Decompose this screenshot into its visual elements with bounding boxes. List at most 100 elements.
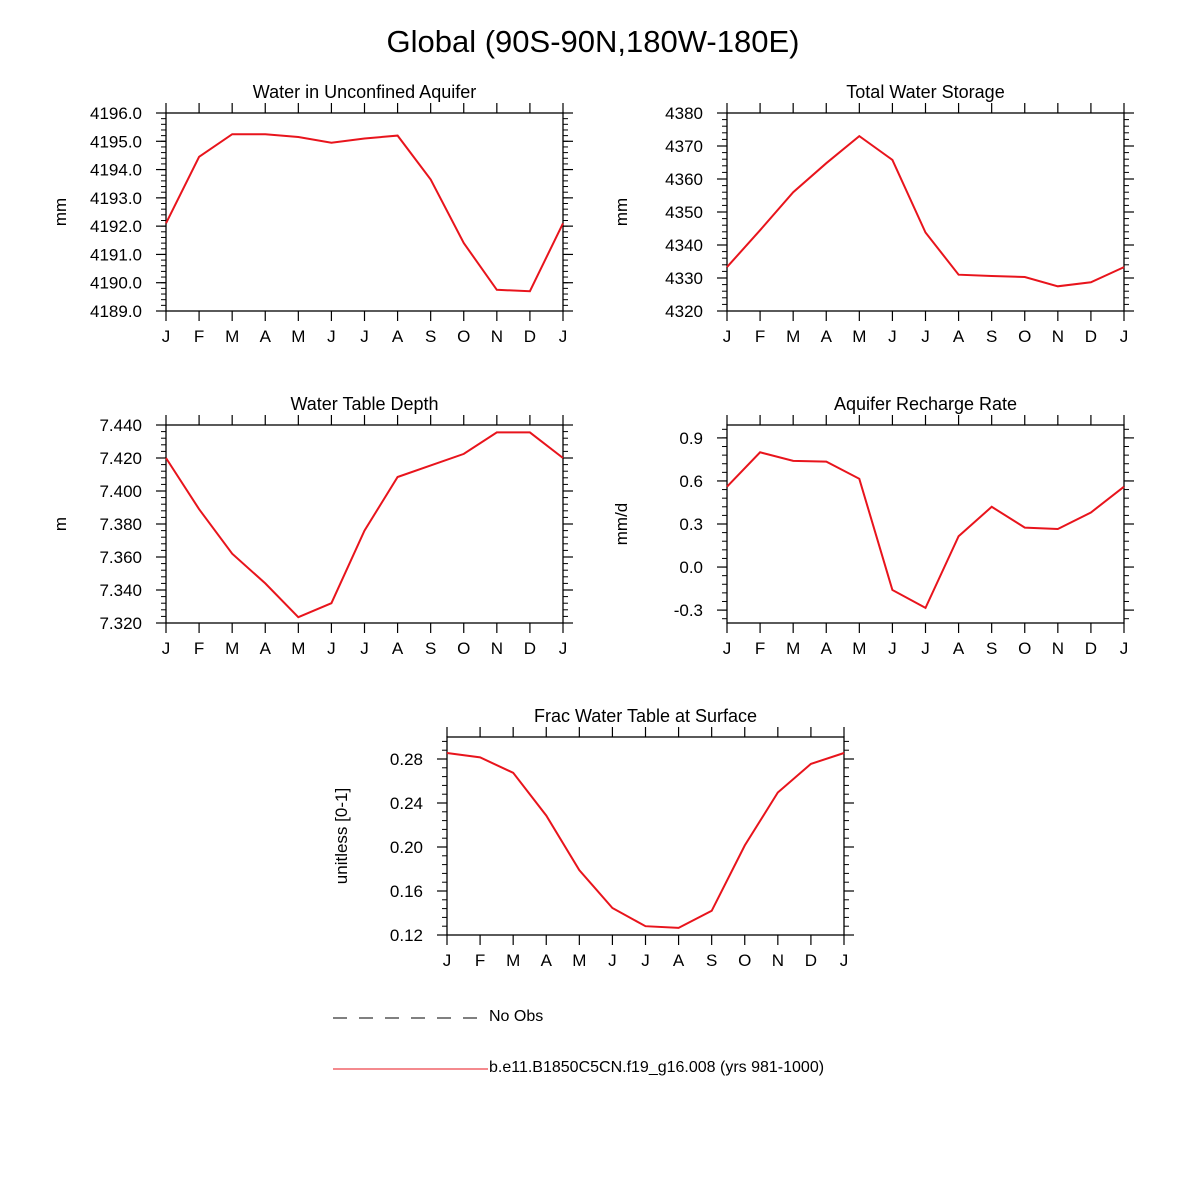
x-tick-label: J [723,639,732,658]
series-line [446,752,845,929]
y-tick-label: 4191.0 [90,245,142,264]
y-axis-label: unitless [0-1] [332,788,351,884]
x-tick-label: O [1018,639,1031,658]
x-tick-label: J [559,327,568,346]
x-tick-label: D [1085,639,1097,658]
x-tick-label: M [291,639,305,658]
x-tick-label: F [755,327,765,346]
y-tick-label: 0.3 [679,515,703,534]
y-tick-label: -0.3 [674,601,703,620]
x-tick-label: J [840,951,849,970]
x-tick-label: J [921,639,930,658]
x-tick-label: M [225,327,239,346]
x-tick-label: M [506,951,520,970]
x-tick-label: J [921,327,930,346]
y-tick-label: 7.400 [99,482,142,501]
plot-frame [165,424,564,624]
x-tick-label: M [786,639,800,658]
x-tick-label: D [524,639,536,658]
x-tick-label: M [572,951,586,970]
x-tick-label: J [360,327,369,346]
x-tick-label: A [392,639,404,658]
x-tick-label: O [457,327,470,346]
chart-panel-5: Frac Water Table at Surface unitless [0-1… [332,706,854,970]
y-tick-label: 4195.0 [90,132,142,151]
x-tick-label: J [641,951,650,970]
y-axis-label: mm [612,198,631,226]
plot-frame [165,112,564,312]
y-tick-label: 7.340 [99,581,142,600]
x-tick-label: A [260,327,272,346]
series-line [726,134,1125,288]
x-tick-label: J [1120,639,1129,658]
legend-model-label: b.e11.B1850C5CN.f19_g16.008 (yrs 981-100… [489,1059,825,1076]
x-tick-label: J [888,639,897,658]
y-tick-label: 4370 [665,137,703,156]
x-tick-label: J [162,639,171,658]
x-tick-label: S [986,327,997,346]
y-tick-label: 7.440 [99,416,142,435]
y-tick-label: 4340 [665,236,703,255]
y-tick-label: 4194.0 [90,161,142,180]
x-tick-label: J [162,327,171,346]
x-tick-label: D [524,327,536,346]
y-tick-label: 7.380 [99,515,142,534]
y-tick-label: 0.24 [390,794,423,813]
y-tick-label: 4320 [665,302,703,321]
x-tick-label: N [491,639,503,658]
x-tick-label: J [327,327,336,346]
x-tick-label: F [194,327,204,346]
x-tick-label: M [852,639,866,658]
x-tick-label: J [608,951,617,970]
y-tick-label: 4360 [665,170,703,189]
y-axis-label: mm/d [612,503,631,546]
y-tick-label: 0.20 [390,838,423,857]
x-tick-label: A [821,639,833,658]
legend-obs-label: No Obs [489,1008,544,1025]
x-tick-label: A [821,327,833,346]
x-tick-label: A [392,327,404,346]
chart-title: Aquifer Recharge Rate [834,394,1017,414]
x-tick-label: J [559,639,568,658]
y-tick-label: 4196.0 [90,104,142,123]
y-tick-label: 4193.0 [90,189,142,208]
x-tick-label: J [443,951,452,970]
series-line [165,133,564,293]
y-tick-label: 0.28 [390,750,423,769]
x-tick-label: O [738,951,751,970]
y-tick-label: 4350 [665,203,703,222]
y-tick-label: 0.6 [679,472,703,491]
y-tick-label: 0.9 [679,429,703,448]
x-tick-label: S [986,639,997,658]
x-tick-label: N [491,327,503,346]
plot-frame [726,112,1125,312]
x-tick-label: M [291,327,305,346]
x-tick-label: A [953,639,965,658]
y-tick-label: 4192.0 [90,217,142,236]
x-tick-label: F [194,639,204,658]
x-tick-label: J [1120,327,1129,346]
y-axis-label: mm [51,198,70,226]
x-tick-label: N [1052,639,1064,658]
y-tick-label: 0.12 [390,926,423,945]
y-axis-label: m [51,517,70,531]
x-tick-label: M [852,327,866,346]
y-tick-label: 0.0 [679,558,703,577]
x-tick-label: N [1052,327,1064,346]
plot-frame [446,736,845,936]
y-tick-label: 7.360 [99,548,142,567]
x-tick-label: A [260,639,272,658]
y-tick-label: 0.16 [390,882,423,901]
x-tick-label: J [723,327,732,346]
main-title: Global (90S-90N,180W-180E) [386,24,800,59]
chart-title: Water Table Depth [290,394,438,414]
y-tick-label: 7.420 [99,449,142,468]
y-tick-label: 4189.0 [90,302,142,321]
x-tick-label: F [755,639,765,658]
x-tick-label: O [1018,327,1031,346]
